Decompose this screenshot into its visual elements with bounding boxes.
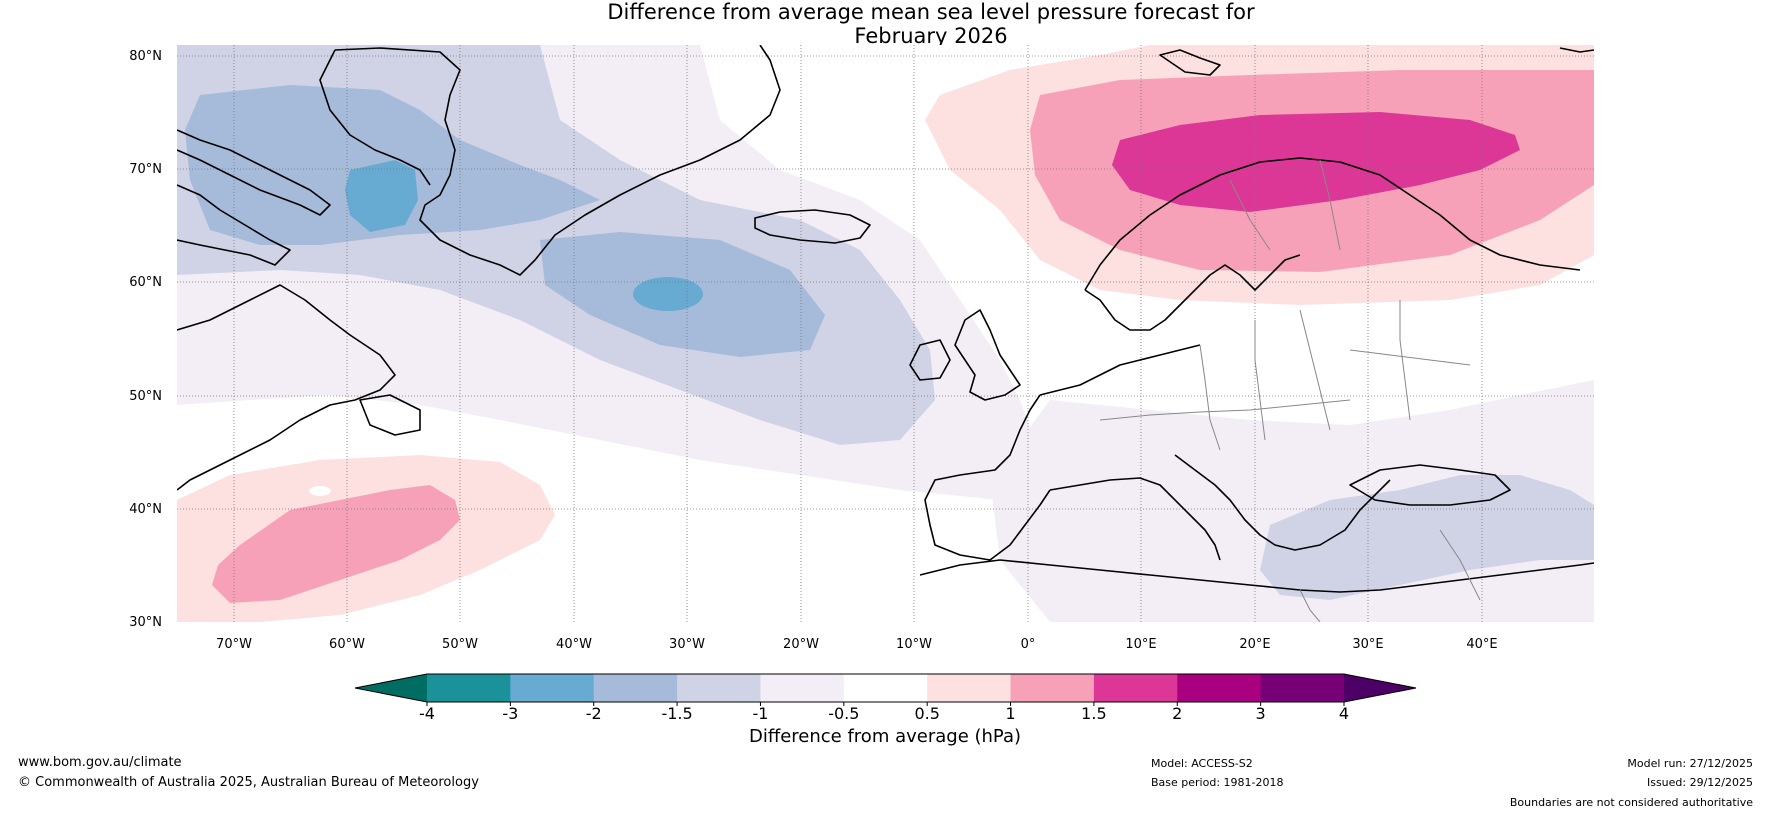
colorbar-extend-low [355,674,427,702]
colorbar-tick-label: 4 [1338,704,1350,723]
colorbar-tick-label: -2 [585,704,602,723]
issued-date: Issued: 29/12/2025 [1646,776,1753,789]
colorbar-tick-label: 3 [1255,704,1266,723]
model-run: Model run: 27/12/2025 [1627,757,1753,770]
colorbar-segment [927,674,1012,702]
subtropical-atlantic-high [212,485,460,603]
lon-label-50w: 50°W [442,637,478,652]
lon-label-60w: 60°W [329,637,365,652]
lat-label-70n: 70°N [129,162,162,177]
lat-label-50n: 50°N [129,389,162,404]
lon-label-30e: 30°E [1352,637,1384,652]
title-line-1: Difference from average mean sea level p… [607,0,1255,24]
country-borders [1099,159,1481,622]
colorbar-tick-label: 1 [1005,704,1016,723]
lon-label-70w: 70°W [216,637,252,652]
eastern-mediterranean-low [1260,475,1594,600]
coastlines [177,45,1594,593]
lon-label-30w: 30°W [669,637,705,652]
colorbar-segment [843,674,928,702]
colorbar-segment [510,674,595,702]
lat-gridlines [177,55,1594,510]
lon-label-10w: 10°W [896,637,932,652]
model-name: Model: ACCESS-S2 [1151,757,1253,770]
colorbar-label: Difference from average (hPa) [748,726,1022,747]
lat-label-80n: 80°N [129,49,162,64]
chart-title: Difference from average mean sea level p… [46,0,1770,48]
lon-label-40e: 40°E [1466,637,1498,652]
base-period: Base period: 1981-2018 [1151,776,1284,789]
copyright-text: © Commonwealth of Australia 2025, Austra… [18,775,479,790]
lon-label-40w: 40°W [556,637,592,652]
colorbar-segment [1177,674,1262,702]
colorbar-segment [1093,674,1178,702]
scandinavian-core-high [1112,112,1520,212]
colorbar-segment [593,674,678,702]
lon-label-10e: 10°E [1125,637,1157,652]
north-atlantic-core-low [633,277,703,311]
lat-label-60n: 60°N [129,275,162,290]
greenland-core-low [345,160,418,232]
colorbar-segment [1260,674,1345,702]
small-island-blank [309,486,331,496]
lon-label-20w: 20°W [783,637,819,652]
colorbar-segment [760,674,845,702]
lat-label-30n: 30°N [129,615,162,630]
colorbar-tick-label: 2 [1172,704,1183,723]
colorbar-segment [677,674,761,702]
colorbar-tick-label: -1 [752,704,769,723]
colorbar-tick-label: 1.5 [1081,704,1107,723]
title-line-2: February 2026 [854,24,1008,48]
colorbar-tick-label: 0.5 [914,704,940,723]
website-link[interactable]: www.bom.gov.au/climate [18,755,182,770]
lon-label-20e: 20°E [1239,637,1271,652]
lon-label-0: 0° [1020,637,1036,652]
colorbar [354,673,1417,706]
boundaries-disclaimer: Boundaries are not considered authoritat… [1509,796,1753,809]
colorbar-tick-label: -1.5 [661,704,693,723]
lat-label-40n: 40°N [129,502,162,517]
colorbar-tick-label: -3 [502,704,519,723]
colorbar-tick-label: -0.5 [828,704,860,723]
colorbar-segment [1010,674,1095,702]
colorbar-tick-label: -4 [419,704,435,723]
colorbar-segment [427,674,511,702]
colorbar-extend-high [1344,674,1416,702]
